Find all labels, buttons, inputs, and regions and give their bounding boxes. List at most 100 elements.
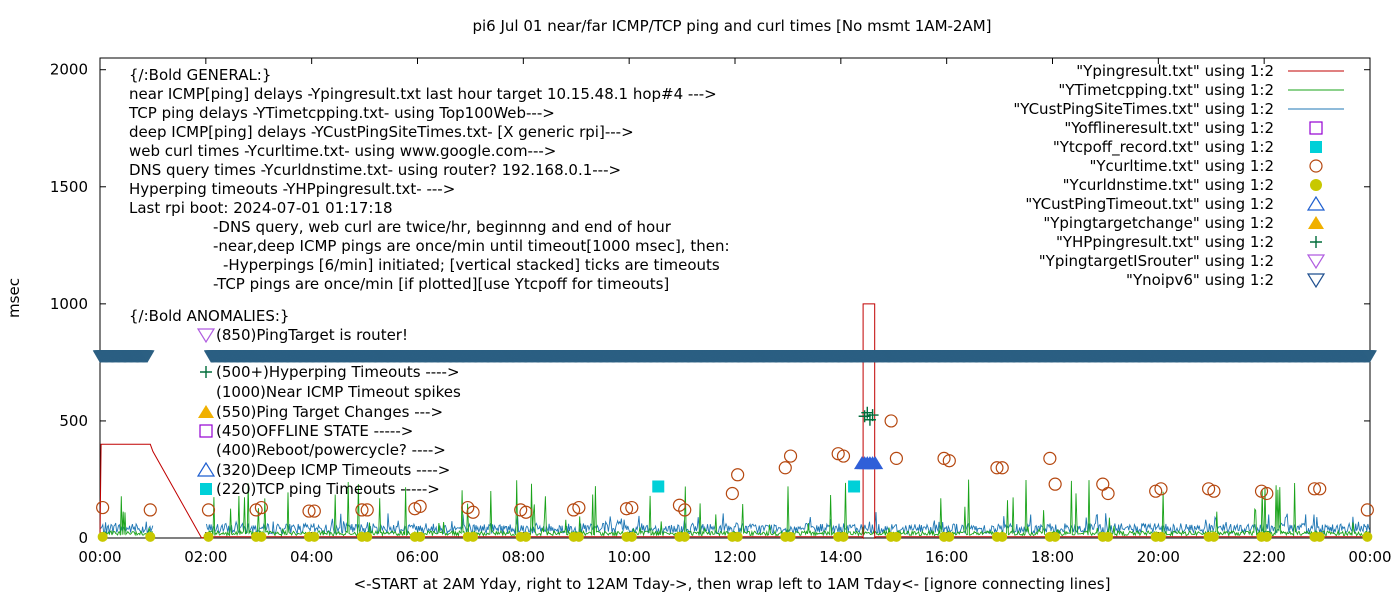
legend-label: "Ycurltime.txt" using 1:2	[1089, 157, 1274, 175]
ycurltimetxtusing-point	[783, 449, 798, 463]
ycurltimetxtusing-point	[1048, 477, 1062, 491]
legend-label: "YTimetcpping.txt" using 1:2	[1058, 81, 1274, 99]
ytcpoffrecordtxtusing-point	[848, 480, 861, 493]
legend-label: "YpingtargetISrouter" using 1:2	[1039, 252, 1274, 270]
note-line: Last rpi boot: 2024-07-01 01:17:18	[129, 199, 393, 217]
ycurltimetxtusing-point	[307, 504, 321, 518]
note-line: TCP ping delays -YTimetcpping.txt- using…	[128, 104, 555, 122]
ycurldnstimetxtusing-point	[944, 531, 955, 542]
ycurltimetxtusing-point	[1360, 503, 1374, 517]
ycurltimetxtusing-point	[254, 500, 268, 515]
x-tick-label: 14:00	[819, 548, 862, 566]
legend-marker	[1308, 216, 1324, 229]
ycurltimetxtusing-point	[466, 505, 480, 519]
anomaly-marker	[196, 328, 216, 344]
ycurldnstimetxtusing-point	[520, 531, 531, 542]
ycustpingtimeouttxtusing-point	[867, 456, 884, 470]
ycurldnstimetxtusing-point	[573, 531, 584, 542]
ycurldnstimetxtusing-point	[256, 531, 267, 542]
ycurltimetxtusing-point	[355, 503, 369, 517]
anomaly-marker	[199, 424, 213, 438]
ycurltimetxtusing-point	[731, 468, 745, 482]
ycurltimetxtusing-point	[1260, 486, 1274, 501]
x-tick-label: 06:00	[396, 548, 439, 566]
note-line: deep ICMP[ping] delays -YCustPingSiteTim…	[129, 123, 634, 141]
ynoipv6-point	[139, 350, 155, 364]
legend-label: "Ycurldnstime.txt" using 1:2	[1063, 176, 1274, 194]
legend-label: "YCustPingSiteTimes.txt" using 1:2	[1013, 100, 1274, 118]
ycurldnstimetxtusing-point	[626, 531, 637, 542]
ycurltimetxtusing-point	[672, 498, 687, 512]
note-line: -TCP pings are once/min [if plotted][use…	[213, 275, 669, 293]
yhppingresulttxtusing-point	[866, 409, 879, 422]
y-axis-label: msec	[5, 278, 23, 318]
notes-block: {/:Bold GENERAL:}near ICMP[ping] delays …	[128, 66, 730, 293]
x-tick-label: 20:00	[1137, 548, 1180, 566]
legend-label: "YHPpingresult.txt" using 1:2	[1056, 233, 1274, 251]
anomalies-block: {/:Bold ANOMALIES:}(850)PingTarget is ro…	[129, 307, 461, 498]
legend-label: "Ynoipv6" using 1:2	[1126, 271, 1274, 289]
ycurltimetxtusing-point	[1207, 484, 1221, 498]
note-line: -Hyperpings [6/min] initiated; [vertical…	[223, 256, 720, 274]
ycurldnstimetxtusing-point	[309, 531, 320, 542]
ycurltimetxtusing-point	[1307, 482, 1322, 496]
anomaly-marker	[196, 461, 216, 477]
ycurldnstimetxtusing-point	[97, 531, 108, 542]
y-tick-label: 0	[78, 529, 88, 547]
ycurltimetxtusing-point	[990, 461, 1004, 475]
ycurldnstimetxtusing-point	[1208, 531, 1219, 542]
x-tick-label: 00:00	[1348, 548, 1391, 566]
ycurltimetxtusing-point	[836, 449, 851, 463]
x-tick-label: 18:00	[1031, 548, 1074, 566]
legend-marker	[1310, 179, 1322, 191]
anomaly-label: (220)TCP ping Timeouts ----->	[216, 480, 440, 498]
ycurltimetxtusing-point	[778, 461, 792, 475]
ycurltimetxtusing-point	[889, 451, 903, 465]
ycurldnstimetxtusing-point	[468, 531, 479, 542]
note-line: -DNS query, web curl are twice/hr, begin…	[213, 218, 672, 236]
y-tick-label: 1000	[50, 295, 88, 313]
series-line-ypingresult	[99, 303, 1370, 540]
ycurldnstimetxtusing-point	[891, 531, 902, 542]
anomaly-label: (320)Deep ICMP Timeouts ---->	[216, 461, 450, 479]
ycurldnstimetxtusing-point	[732, 531, 743, 542]
ycurltimetxtusing-point	[942, 454, 956, 468]
series-layer	[92, 303, 1378, 542]
y-tick-label: 1500	[50, 178, 88, 196]
legend-marker	[1309, 121, 1323, 135]
ycurltimetxtusing-point	[619, 502, 634, 516]
legend-label: "Yofflineresult.txt" using 1:2	[1064, 119, 1274, 137]
ycurldnstimetxtusing-point	[679, 531, 690, 542]
anomaly-label: (1000)Near ICMP Timeout spikes	[216, 383, 461, 401]
series-line-ytimetcppingtxtusing	[99, 479, 1370, 538]
y-tick-label: 500	[59, 412, 88, 430]
ycurldnstimetxtusing-point	[785, 531, 796, 542]
ytcpoffrecordtxtusing-point	[652, 480, 665, 493]
ycurldnstimetxtusing-point	[1050, 531, 1061, 542]
ynoipv6-point	[1362, 350, 1378, 364]
ycurltimetxtusing-point	[572, 500, 586, 515]
legend-marker	[1310, 236, 1322, 248]
anomaly-label: (850)PingTarget is router!	[216, 326, 408, 344]
ycurltimetxtusing-point	[360, 503, 374, 517]
ycurldnstimetxtusing-point	[362, 531, 373, 542]
x-tick-label: 12:00	[713, 548, 756, 566]
anomaly-label: (400)Reboot/powercycle? ---->	[216, 441, 446, 459]
x-axis-label: <-START at 2AM Yday, right to 12AM Tday-…	[354, 575, 1111, 593]
legend-marker	[1310, 141, 1322, 153]
ycurltimetxtusing-point	[625, 500, 639, 515]
ycurldnstimetxtusing-point	[997, 531, 1008, 542]
x-tick-label: 00:00	[78, 548, 121, 566]
y-tick-label: 2000	[50, 61, 88, 79]
ycurltimetxtusing-point	[1096, 477, 1110, 491]
x-tick-label: 02:00	[184, 548, 227, 566]
note-line: Hyperping timeouts -YHPpingresult.txt- -…	[129, 180, 455, 198]
series-line-ycustpingsitetimestxtusing	[99, 512, 1371, 536]
legend-label: "Ypingresult.txt" using 1:2	[1076, 62, 1274, 80]
ycurltimetxtusing-point	[519, 505, 533, 519]
ycurltimetxtusing-point	[995, 461, 1009, 475]
ycurldnstimetxtusing-point	[1362, 531, 1373, 542]
anomaly-label: (450)OFFLINE STATE ----->	[216, 422, 413, 440]
ycurltimetxtusing-point	[725, 486, 739, 501]
